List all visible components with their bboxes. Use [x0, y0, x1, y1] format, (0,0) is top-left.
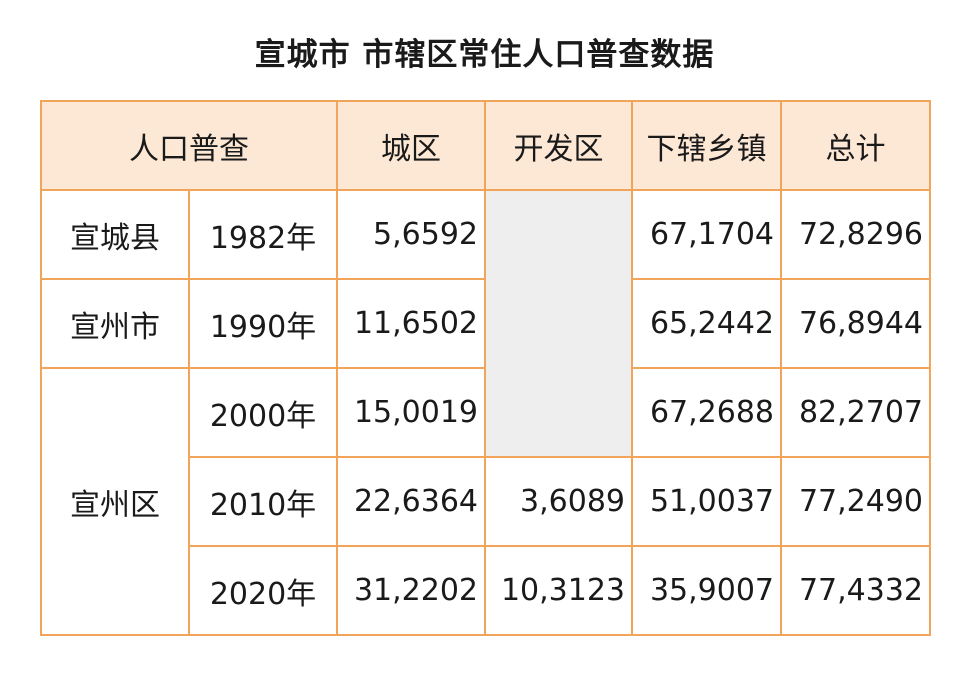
region-cell: 宣州市	[40, 278, 190, 369]
table-row: 宣城县 1982年 5,6592 67,1704 72,8296	[40, 189, 931, 458]
towns-cell: 67,2688	[631, 367, 782, 458]
header-urban: 城区	[336, 100, 486, 191]
census-table: 人口普查 城区 开发区 下辖乡镇 总计 宣城县 1982年 5,6592 67,…	[40, 100, 931, 636]
year-cell: 1982年	[188, 189, 338, 280]
dev-zone-cell: 10,3123	[484, 545, 633, 636]
towns-cell: 51,0037	[631, 456, 782, 547]
urban-cell: 11,6502	[336, 278, 486, 369]
header-census: 人口普查	[40, 100, 338, 191]
dev-zone-empty-cell	[484, 189, 633, 458]
table-row: 宣州区 2000年 15,0019 67,2688 82,2707	[40, 367, 931, 636]
urban-cell: 22,6364	[336, 456, 486, 547]
year-cell: 2000年	[188, 367, 338, 458]
year-cell: 2010年	[188, 456, 338, 547]
header-dev-zone: 开发区	[484, 100, 633, 191]
towns-cell: 65,2442	[631, 278, 782, 369]
table-header-row: 人口普查 城区 开发区 下辖乡镇 总计	[40, 100, 931, 191]
urban-cell: 15,0019	[336, 367, 486, 458]
year-cell: 2020年	[188, 545, 338, 636]
year-cell: 1990年	[188, 278, 338, 369]
table-row: 2020年 31,2202 10,3123 35,9007 77,4332	[41, 545, 931, 636]
table-row: 2010年 22,6364 3,6089 51,0037 77,2490	[41, 456, 931, 547]
total-cell: 76,8944	[780, 278, 931, 369]
header-total: 总计	[780, 100, 931, 191]
region-cell: 宣州区	[40, 367, 190, 636]
towns-cell: 67,1704	[631, 189, 782, 280]
dev-zone-cell: 3,6089	[484, 456, 633, 547]
table-row: 宣州市 1990年 11,6502 65,2442 76,8944	[40, 278, 931, 369]
total-cell: 77,2490	[780, 456, 931, 547]
total-cell: 72,8296	[780, 189, 931, 280]
region-cell: 宣城县	[40, 189, 190, 280]
towns-cell: 35,9007	[631, 545, 782, 636]
urban-cell: 5,6592	[336, 189, 486, 280]
total-cell: 82,2707	[780, 367, 931, 458]
header-towns: 下辖乡镇	[631, 100, 782, 191]
page-title: 宣城市 市辖区常住人口普查数据	[254, 37, 715, 73]
urban-cell: 31,2202	[336, 545, 486, 636]
total-cell: 77,4332	[780, 545, 931, 636]
